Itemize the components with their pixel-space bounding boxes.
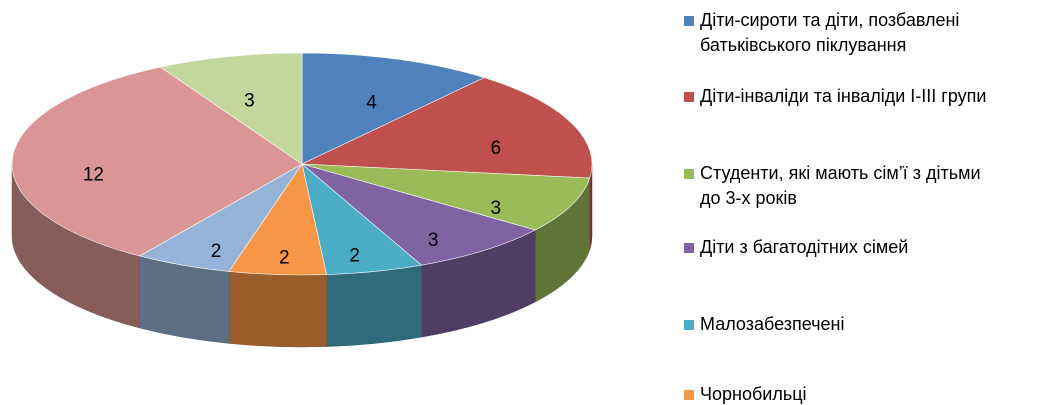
legend-item-5: Чорнобильці <box>684 382 1061 405</box>
legend-label-0: Діти-сироти та діти, позбавлені батьківс… <box>700 8 1061 58</box>
legend-item-4: Малозабезпечені <box>684 312 1061 337</box>
pie-side-4 <box>327 265 422 346</box>
legend-swatch-3 <box>684 243 694 253</box>
slice-value-label-8: 3 <box>244 91 255 112</box>
legend: Діти-сироти та діти, позбавлені батьківс… <box>684 0 1061 405</box>
legend-label-5: Чорнобильці <box>700 382 1061 405</box>
slice-value-label-2: 3 <box>490 198 501 219</box>
slice-value-label-7: 12 <box>83 165 104 186</box>
legend-item-1: Діти-інваліди та інваліди І-ІІІ групи <box>684 84 1061 109</box>
legend-label-4: Малозабезпечені <box>700 312 1061 337</box>
slice-value-label-4: 2 <box>349 245 360 266</box>
slice-value-label-6: 2 <box>211 241 222 262</box>
legend-label-2: Студенти, які мають сім’ї з дітьми до 3-… <box>700 161 1061 211</box>
legend-swatch-2 <box>684 169 694 179</box>
legend-label-3: Діти з багатодітних сімей <box>700 235 1061 260</box>
legend-item-3: Діти з багатодітних сімей <box>684 235 1061 260</box>
legend-label-1: Діти-інваліди та інваліди І-ІІІ групи <box>700 84 1061 109</box>
legend-swatch-0 <box>684 16 694 26</box>
legend-swatch-1 <box>684 92 694 102</box>
pie-side-5 <box>229 271 327 347</box>
legend-item-0: Діти-сироти та діти, позбавлені батьківс… <box>684 8 1061 58</box>
legend-item-2: Студенти, які мають сім’ї з дітьми до 3-… <box>684 161 1061 211</box>
legend-swatch-4 <box>684 320 694 330</box>
slice-value-label-5: 2 <box>279 248 290 269</box>
legend-swatch-5 <box>684 390 694 400</box>
slice-value-label-3: 3 <box>428 230 439 251</box>
slice-value-label-0: 4 <box>366 93 377 114</box>
slice-value-label-1: 6 <box>490 138 501 159</box>
